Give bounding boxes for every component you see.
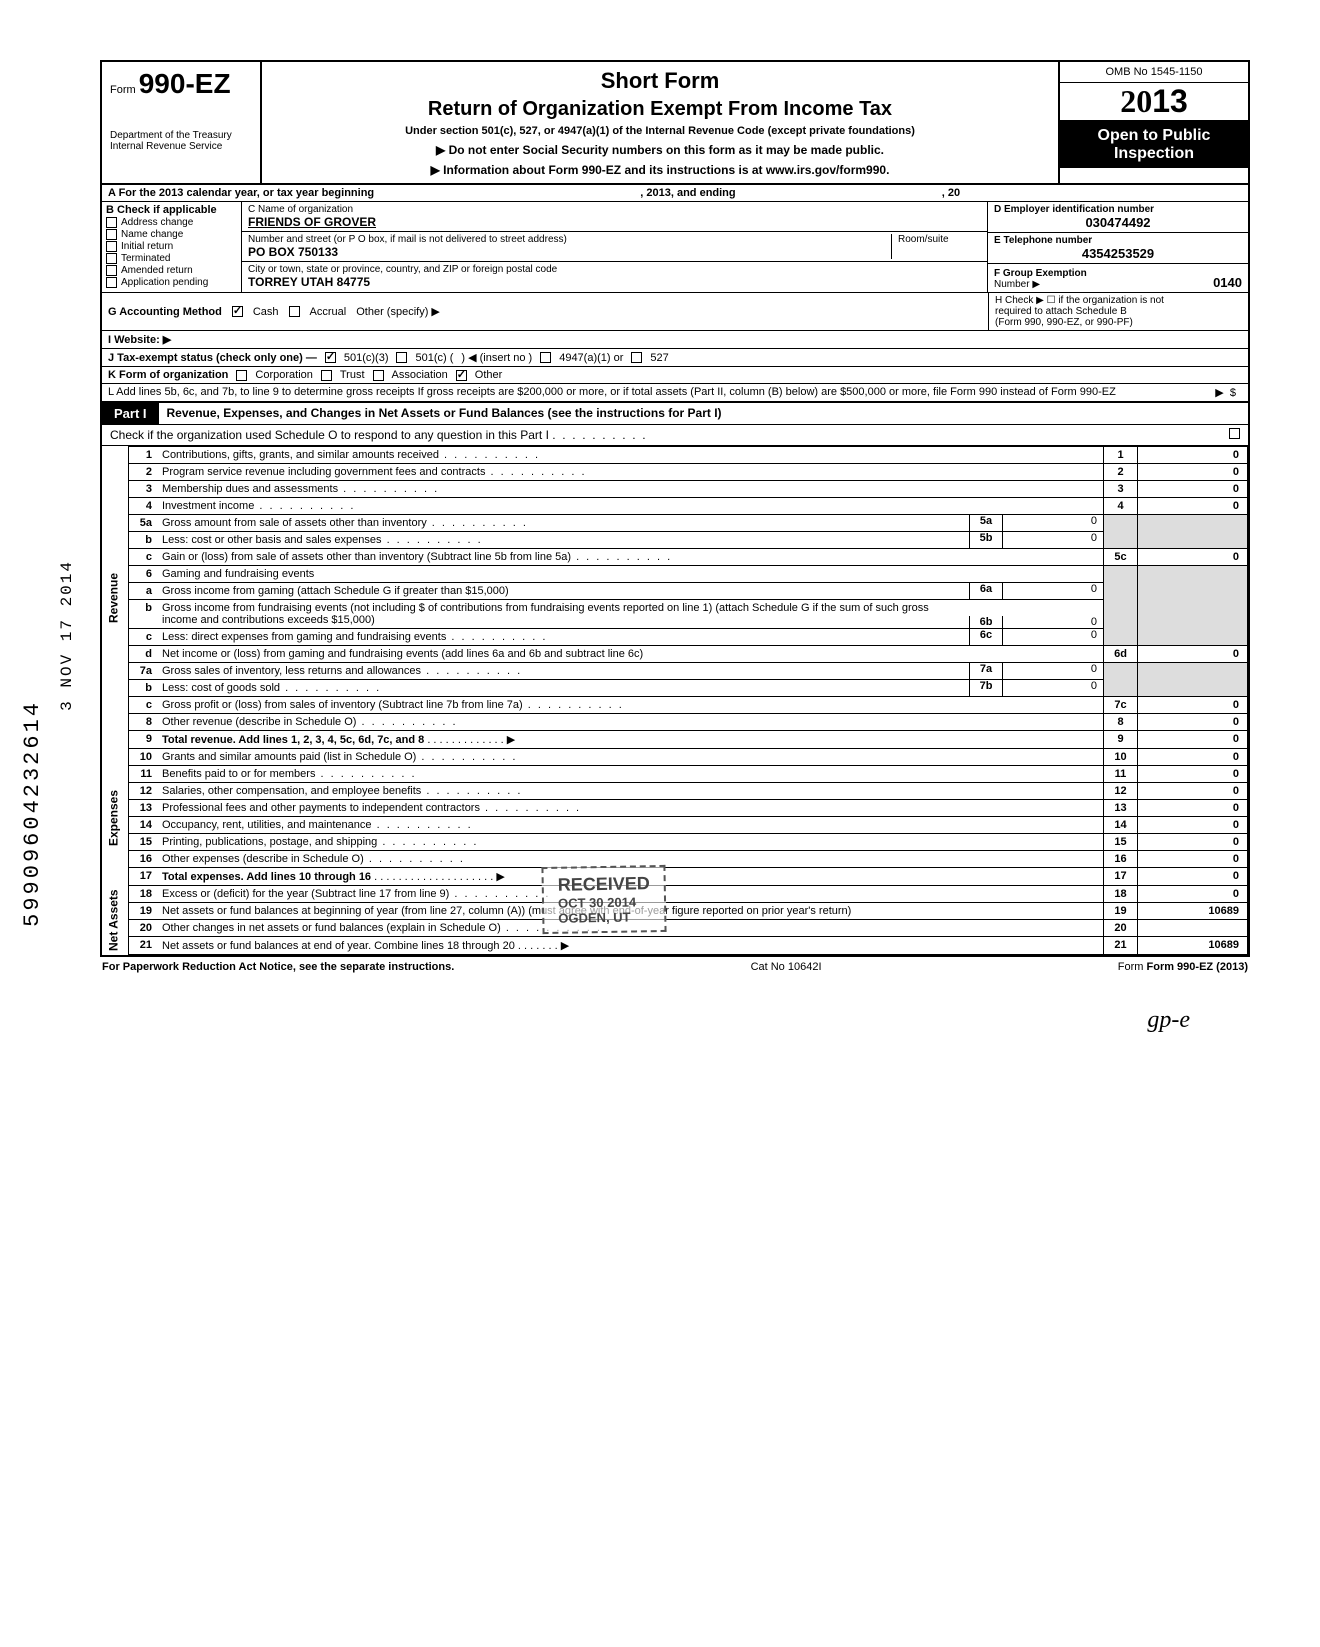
open-to-public: Open to Public Inspection [1060,121,1248,168]
form-header: Form 990-EZ Department of the Treasury I… [102,62,1248,185]
title-return: Return of Organization Exempt From Incom… [272,98,1048,121]
city-label: City or town, state or province, country… [248,264,981,275]
chk-association[interactable] [373,370,384,381]
chk-schedule-o[interactable] [1229,428,1240,439]
side-stamp-date: 3 NOV 17 2014 [58,560,76,711]
chk-501c[interactable] [396,352,407,363]
side-stamp-number: 59909604232614 [20,700,45,927]
title-short-form: Short Form [272,68,1048,94]
street-value: PO BOX 750133 [248,245,891,259]
chk-501c3[interactable] [325,352,336,363]
row-l-gross-receipts: L Add lines 5b, 6c, and 7b, to line 9 to… [102,384,1248,403]
chk-trust[interactable] [321,370,332,381]
room-suite-label: Room/suite [891,234,981,259]
signature: gp-e [100,977,1250,1034]
identity-block: B Check if applicable Address change Nam… [102,202,1248,293]
chk-accrual[interactable] [289,306,300,317]
ein-label: D Employer identification number [994,204,1154,215]
chk-cash[interactable] [232,306,243,317]
page-footer: For Paperwork Reduction Act Notice, see … [100,957,1250,977]
org-name-value: FRIENDS OF GROVER [248,215,981,229]
org-name-label: C Name of organization [248,204,981,215]
row-g-accounting: G Accounting Method Cash Accrual Other (… [102,293,1248,331]
subtitle: Under section 501(c), 527, or 4947(a)(1)… [272,125,1048,137]
row-i-website: I Website: ▶ [102,331,1248,349]
row-h-schedule-b: H Check ▶ ☐ if the organization is not r… [988,293,1248,330]
chk-other[interactable] [456,370,467,381]
phone-value: 4354253529 [994,246,1242,261]
form-number: Form 990-EZ [110,68,252,100]
instruction-2: ▶ Information about Form 990-EZ and its … [272,163,1048,177]
form-990ez: Form 990-EZ Department of the Treasury I… [100,60,1250,957]
row-a-tax-year: A For the 2013 calendar year, or tax yea… [102,185,1248,202]
chk-4947[interactable] [540,352,551,363]
chk-corporation[interactable] [236,370,247,381]
chk-initial-return[interactable] [106,241,117,252]
row-k-form-org: K Form of organization Corporation Trust… [102,367,1248,384]
ein-value: 030474492 [994,215,1242,230]
instruction-1: ▶ Do not enter Social Security numbers o… [272,143,1048,157]
department: Department of the Treasury Internal Reve… [110,130,252,152]
row-j-tax-exempt: J Tax-exempt status (check only one) — 5… [102,349,1248,367]
chk-terminated[interactable] [106,253,117,264]
chk-amended[interactable] [106,265,117,276]
lines-table: Revenue 1Contributions, gifts, grants, a… [102,446,1248,955]
chk-pending[interactable] [106,277,117,288]
section-net-assets: Net Assets [102,886,128,955]
phone-label: E Telephone number [994,235,1092,246]
chk-address-change[interactable] [106,217,117,228]
col-b-checkboxes: B Check if applicable Address change Nam… [102,202,242,292]
col-d-numbers: D Employer identification number 0304744… [988,202,1248,292]
part-i-check: Check if the organization used Schedule … [102,425,1248,446]
city-value: TORREY UTAH 84775 [248,275,981,289]
section-expenses: Expenses [102,749,128,886]
chk-527[interactable] [631,352,642,363]
group-exemption-value: 0140 [1213,275,1242,290]
group-exemption-label: F Group Exemption [994,268,1087,279]
street-label: Number and street (or P O box, if mail i… [248,234,891,245]
col-c-org-info: C Name of organization FRIENDS OF GROVER… [242,202,988,292]
omb-number: OMB No 1545-1150 [1060,62,1248,83]
chk-name-change[interactable] [106,229,117,240]
tax-year: 2013 [1060,83,1248,121]
part-i-header: Part I Revenue, Expenses, and Changes in… [102,403,1248,425]
section-revenue: Revenue [102,447,128,749]
